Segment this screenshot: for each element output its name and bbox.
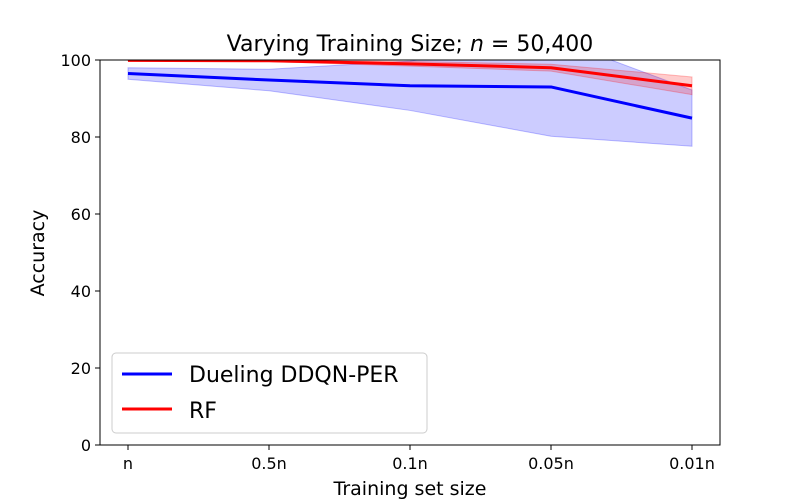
legend-box — [111, 352, 428, 434]
x-tick-label: 0.1n — [392, 454, 428, 473]
chart-title-variable: n — [470, 32, 484, 57]
line-dueling-ddqn-per — [127, 71, 693, 120]
y-tick-label: 20 — [71, 359, 91, 378]
y-axis: 0 20 40 60 80 100 — [60, 51, 100, 455]
legend-label-dueling-ddqn-per: Dueling DDQN-PER — [189, 363, 399, 388]
y-axis-label: Accuracy — [27, 210, 49, 297]
x-axis: n 0.5n 0.1n 0.05n 0.01n — [123, 445, 715, 473]
chart-title-prefix: Varying Training Size; — [227, 32, 470, 57]
x-axis-label: Training set size — [333, 478, 487, 500]
legend-label-rf: RF — [189, 399, 217, 424]
x-tick-label: 0.05n — [528, 454, 574, 473]
chart-title-suffix: = 50,400 — [484, 32, 593, 57]
x-tick-label: n — [123, 454, 133, 473]
legend: Dueling DDQN-PER RF — [111, 352, 428, 434]
x-tick-label: 0.01n — [669, 454, 715, 473]
y-tick-label: 80 — [71, 128, 91, 147]
chart-title: Varying Training Size; n = 50,400 — [227, 32, 594, 57]
y-tick-label: 40 — [71, 282, 91, 301]
x-tick-label: 0.5n — [251, 454, 287, 473]
y-tick-label: 60 — [71, 205, 91, 224]
y-tick-label: 0 — [81, 436, 91, 455]
series-lines — [127, 60, 693, 120]
y-tick-label: 100 — [60, 51, 91, 70]
line-rf — [127, 60, 693, 88]
